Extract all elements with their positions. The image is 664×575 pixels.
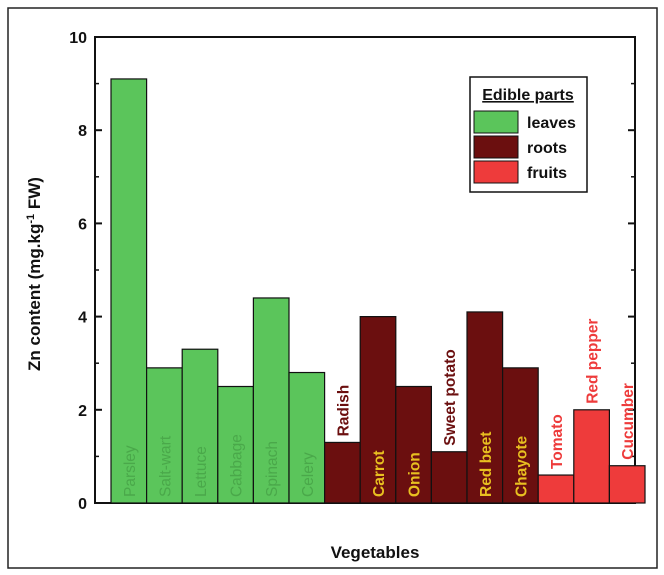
legend-label-leaves: leaves bbox=[527, 115, 576, 132]
bar-sweet-potato bbox=[430, 451, 468, 504]
bar-label: Cabbage bbox=[229, 434, 246, 497]
bar-label: Cucumber bbox=[620, 383, 637, 460]
legend-swatch-fruits bbox=[473, 160, 519, 184]
bar-label: Red pepper bbox=[585, 319, 602, 404]
bar-label: Sweet potato bbox=[442, 349, 459, 445]
bar-label: Salt-wart bbox=[157, 435, 174, 497]
bar-label: Chayote bbox=[513, 435, 530, 497]
bar-red-pepper bbox=[573, 409, 610, 504]
bar-onion bbox=[395, 385, 432, 504]
y-tick-label: 2 bbox=[78, 403, 87, 420]
bar-label: Red beet bbox=[478, 432, 495, 497]
bar-parsley bbox=[110, 78, 148, 504]
bar-cucumber bbox=[608, 465, 646, 504]
x-axis-label: Vegetables bbox=[331, 543, 420, 562]
bar-tomato bbox=[537, 474, 575, 504]
bars-group bbox=[110, 78, 646, 504]
legend-label-fruits: fruits bbox=[527, 165, 567, 182]
y-tick-label: 0 bbox=[78, 496, 87, 513]
y-tick-label: 10 bbox=[69, 30, 87, 47]
y-label-main: Zn content (mg.kg bbox=[25, 224, 44, 371]
bar-lettuce bbox=[181, 348, 219, 504]
bar-celery bbox=[288, 371, 326, 504]
y-axis-label: Zn content (mg.kg-1 FW) bbox=[25, 177, 44, 371]
bar-label: Spinach bbox=[264, 441, 281, 497]
legend-swatch-roots bbox=[473, 135, 519, 159]
y-tick-label: 6 bbox=[78, 216, 87, 233]
y-tick-label: 4 bbox=[78, 310, 87, 327]
legend: Edible parts leaves roots fruits bbox=[469, 76, 588, 193]
bar-chayote bbox=[502, 367, 539, 504]
bar-spinach bbox=[252, 297, 290, 504]
bar-labels-group: Parsley Salt-wart Lettuce Cabbage Spinach Cel… bbox=[122, 319, 637, 497]
bar-label: Parsley bbox=[122, 445, 139, 497]
bar-label: Onion bbox=[407, 452, 424, 497]
legend-title: Edible parts bbox=[482, 87, 574, 104]
bar-label: Lettuce bbox=[193, 446, 210, 497]
y-label-suffix: FW) bbox=[25, 177, 44, 214]
legend-swatch-leaves bbox=[473, 110, 519, 134]
y-tick-label: 8 bbox=[78, 123, 87, 140]
y-label-superscript: -1 bbox=[25, 214, 37, 224]
bar-label: Carrot bbox=[371, 450, 388, 497]
bar-red-beet bbox=[466, 311, 504, 504]
legend-label-roots: roots bbox=[527, 140, 567, 157]
y-axis: 0 2 4 6 8 10 bbox=[69, 30, 635, 513]
bar-label: Celery bbox=[300, 452, 317, 497]
bar-radish bbox=[324, 441, 361, 504]
bar-label: Radish bbox=[335, 385, 352, 437]
bar-label: Tomato bbox=[549, 414, 566, 469]
